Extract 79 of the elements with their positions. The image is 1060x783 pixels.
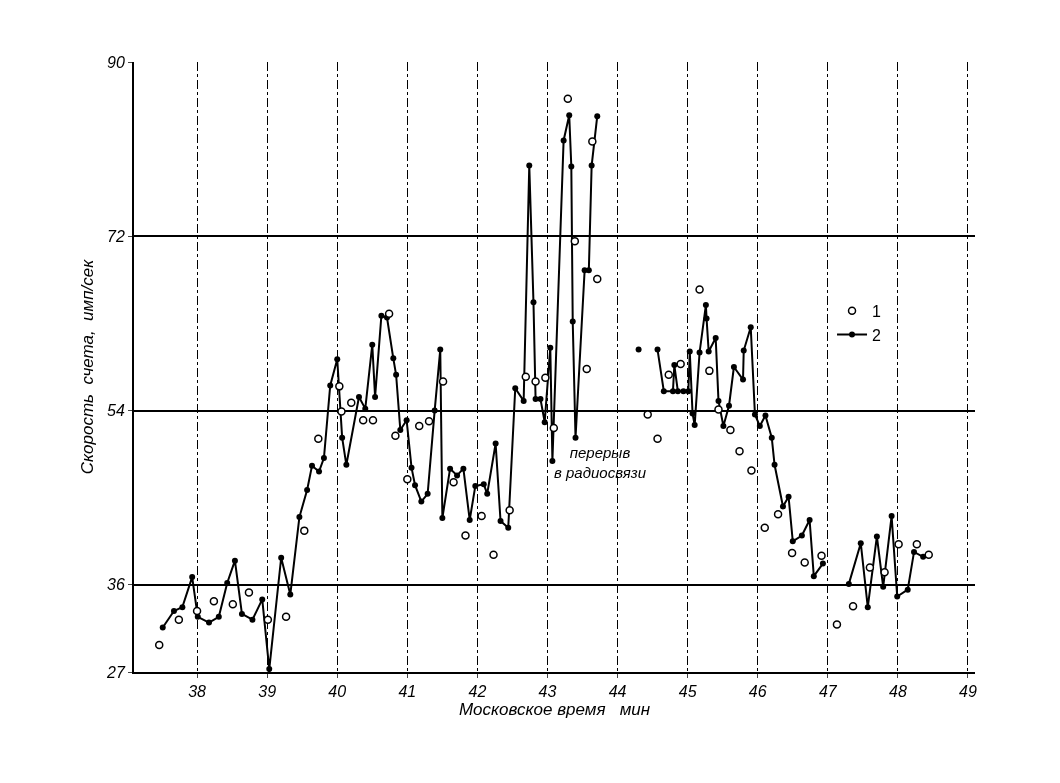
y-tick-label: 27 [106, 663, 126, 681]
point [209, 597, 219, 606]
point [461, 531, 470, 540]
y-tick-label: 72 [107, 227, 125, 245]
point [337, 407, 346, 416]
point [384, 309, 394, 318]
x-tick-label: 40 [328, 683, 347, 701]
point [912, 539, 922, 549]
point [449, 477, 458, 487]
point [747, 466, 756, 475]
point [817, 551, 826, 561]
point [664, 370, 673, 379]
point [865, 563, 875, 572]
point [726, 425, 735, 435]
y-tick-label: 54 [107, 402, 125, 420]
point [368, 416, 378, 425]
point [570, 236, 580, 246]
point [335, 382, 344, 391]
point [391, 431, 400, 440]
point [521, 372, 531, 381]
point [760, 523, 769, 532]
point [477, 511, 486, 521]
point [643, 410, 652, 419]
point [705, 366, 714, 376]
x-tick-label: 42 [468, 683, 487, 701]
point [192, 606, 202, 616]
point [593, 274, 602, 284]
point [228, 599, 238, 609]
point [894, 539, 903, 549]
point [880, 568, 889, 577]
point [832, 620, 842, 629]
legend-label: 2 [872, 326, 882, 344]
legend-label: 1 [872, 302, 882, 320]
point [154, 640, 164, 650]
point [541, 373, 550, 382]
x-axis-title: Московское время мин [458, 700, 651, 720]
x-tick-label: 46 [748, 683, 767, 701]
point [244, 588, 254, 597]
point [549, 423, 559, 433]
x-tick-label: 38 [188, 683, 207, 701]
point [695, 285, 704, 294]
point [787, 548, 797, 558]
point [414, 421, 424, 431]
y-tick-label: 36 [107, 576, 125, 594]
x-tick-label: 39 [258, 683, 277, 701]
x-tick-label: 47 [818, 683, 838, 701]
x-tick-label: 45 [678, 683, 697, 701]
x-tick-label: 41 [398, 683, 417, 701]
point [174, 615, 184, 624]
point [848, 601, 858, 611]
point [582, 364, 591, 374]
point [924, 550, 933, 560]
point [281, 612, 291, 622]
point [424, 416, 434, 426]
x-tick-label: 44 [608, 683, 627, 701]
point [676, 359, 685, 369]
point [800, 558, 809, 567]
point [653, 434, 662, 443]
x-tick-label: 48 [889, 683, 907, 701]
point [347, 398, 356, 408]
point [438, 377, 448, 386]
point [714, 405, 723, 414]
point [300, 526, 309, 535]
point [531, 377, 540, 386]
point [263, 615, 273, 624]
y-axis-title: Скорость счета, имп/сек [78, 258, 98, 475]
point [403, 475, 412, 484]
point [489, 550, 498, 560]
x-tick-label: 43 [538, 683, 557, 701]
point [314, 434, 323, 443]
point [358, 416, 368, 425]
y-tick-label: 90 [107, 53, 125, 71]
x-tick-label: 49 [959, 683, 977, 701]
point [563, 94, 573, 104]
point [735, 446, 744, 456]
annotation: перерыв в радиосвязи [554, 444, 647, 481]
point [505, 506, 514, 515]
point [773, 509, 783, 519]
point [588, 137, 597, 146]
